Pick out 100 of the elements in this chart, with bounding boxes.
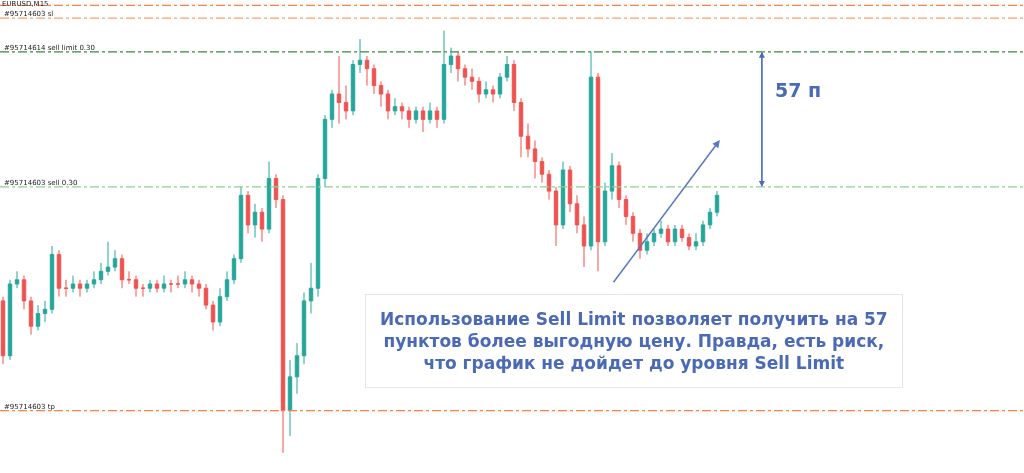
candlestick — [616, 161, 622, 209]
candlestick — [679, 224, 685, 243]
candlestick — [413, 106, 419, 125]
candlestick — [553, 186, 559, 247]
candlestick — [70, 275, 76, 293]
candlestick — [406, 106, 412, 129]
candlestick — [126, 270, 132, 285]
candlestick — [245, 190, 251, 234]
candlestick — [714, 190, 720, 217]
candlestick — [427, 101, 433, 125]
candlestick — [56, 249, 62, 298]
candlestick — [420, 106, 426, 133]
candlestick — [602, 182, 608, 247]
candlestick — [532, 139, 538, 179]
candlestick — [441, 30, 447, 125]
candlestick — [287, 359, 293, 437]
candlestick — [147, 279, 153, 293]
candlestick — [175, 275, 181, 289]
candlestick — [707, 207, 713, 230]
candlestick — [497, 72, 503, 99]
candlestick — [483, 80, 489, 99]
candlestick — [91, 270, 97, 289]
text: 57 п — [775, 79, 822, 101]
candlestick — [700, 220, 706, 247]
candlestick — [686, 232, 692, 251]
candlestick — [609, 152, 615, 201]
candlestick — [133, 275, 139, 298]
candlestick — [105, 241, 111, 277]
candlestick — [308, 262, 314, 315]
candlestick — [399, 101, 405, 120]
candlestick — [448, 47, 454, 74]
candlestick — [511, 59, 517, 112]
candlestick — [693, 232, 699, 251]
candlestick — [385, 89, 391, 120]
annotation: Использование Sell Limit позволяет получить на 57 пунктов более выгодную цену. Правда, есть риск, что график не дойдет до уровня Sell Limit — [380, 309, 888, 374]
candlestick — [623, 194, 629, 226]
candlestick — [77, 279, 83, 298]
candlestick — [434, 106, 440, 129]
candlestick — [217, 287, 223, 327]
candlestick — [567, 165, 573, 213]
candlestick — [28, 296, 34, 336]
candlestick — [189, 275, 195, 293]
candlestick — [329, 89, 335, 129]
candlestick — [49, 245, 55, 315]
candlestick — [112, 249, 118, 272]
candlestick — [672, 224, 678, 247]
candlestick — [63, 279, 69, 298]
candlestick — [203, 283, 209, 310]
candlestick — [336, 55, 342, 125]
candlestick — [154, 279, 160, 293]
candlestick — [525, 123, 531, 158]
candlestick — [224, 270, 230, 302]
candlestick — [84, 279, 90, 293]
candlestick — [119, 253, 125, 289]
candlestick — [630, 211, 636, 243]
candlestick — [266, 161, 272, 234]
candlestick — [210, 300, 216, 331]
candlestick — [42, 300, 48, 323]
candlestick — [546, 169, 552, 201]
candlestick — [301, 291, 307, 365]
candlestick — [7, 279, 13, 361]
candlestick — [392, 97, 398, 116]
candlestick — [357, 38, 363, 74]
candlestick — [238, 186, 244, 264]
candlestick — [315, 173, 321, 298]
candlestick — [539, 156, 545, 184]
candlestick — [665, 224, 671, 247]
candlestick — [161, 275, 167, 293]
candlestick — [490, 85, 496, 103]
candlestick — [280, 194, 286, 454]
candlestick — [98, 262, 104, 285]
candlestick — [560, 161, 566, 230]
candlestick — [294, 342, 300, 395]
candlestick — [343, 85, 349, 120]
candlestick — [140, 283, 146, 298]
candlestick — [581, 215, 587, 268]
candlestick — [21, 275, 27, 310]
candlestick — [588, 51, 594, 251]
candlestick — [364, 55, 370, 87]
candlestick — [182, 270, 188, 289]
candlestick — [518, 97, 524, 158]
candlestick — [196, 279, 202, 298]
candlestick — [476, 76, 482, 103]
candlestick — [371, 63, 377, 95]
candlestick — [658, 220, 664, 239]
candlestick — [35, 304, 41, 331]
candlestick — [252, 203, 258, 239]
candlestick — [168, 279, 174, 293]
candlestick — [0, 296, 6, 365]
candlestick — [273, 173, 279, 209]
candlestick — [574, 194, 580, 234]
candlestick — [469, 68, 475, 91]
candlestick — [259, 207, 265, 243]
candlestick — [322, 114, 328, 188]
candlestick — [462, 63, 468, 87]
candlestick — [350, 59, 356, 116]
candlestick — [455, 51, 461, 82]
candlestick — [231, 253, 237, 285]
candlestick — [644, 232, 650, 255]
candlestick — [595, 72, 601, 272]
